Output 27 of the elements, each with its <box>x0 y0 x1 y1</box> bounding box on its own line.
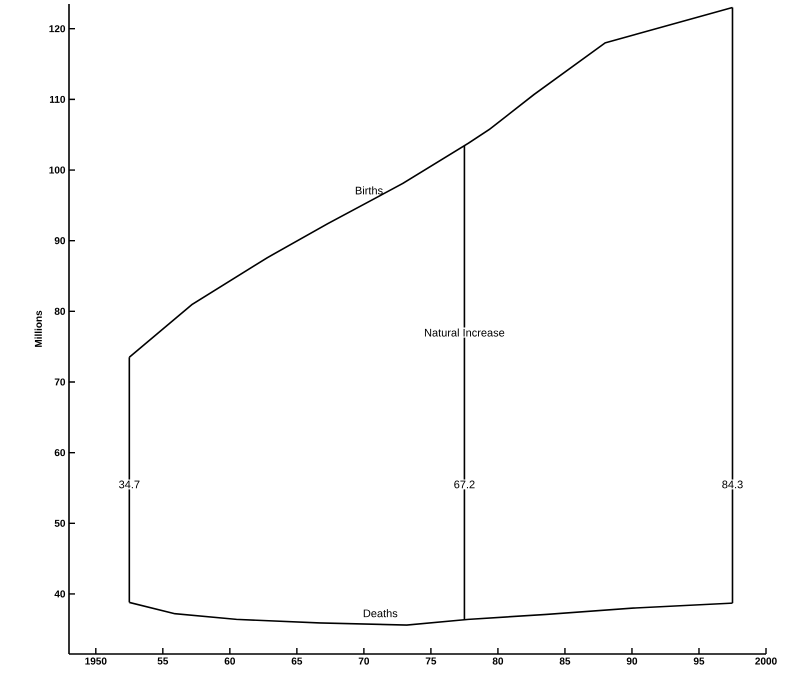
x-tick-label: 1950 <box>85 658 107 665</box>
y-tick-label: 90 <box>54 237 66 244</box>
y-axis-title: Millions <box>34 310 42 347</box>
y-tick-label: 50 <box>54 520 66 527</box>
annotation: 34.7 <box>119 480 140 488</box>
x-tick-label: 95 <box>694 658 704 665</box>
x-tick-label: 85 <box>560 658 570 665</box>
y-tick-label: 70 <box>54 378 66 386</box>
x-tick-label: 60 <box>224 658 236 665</box>
x-tick-label: 70 <box>358 658 370 665</box>
x-tick-label: 75 <box>426 658 436 665</box>
series-label: Deaths <box>364 609 398 618</box>
annotation: 84.3 <box>722 480 743 488</box>
series-label: Births <box>356 186 383 194</box>
y-tick-label: 120 <box>49 25 66 32</box>
x-tick-label: 80 <box>492 658 504 665</box>
x-tick-label: 55 <box>158 658 168 665</box>
y-tick-label: 80 <box>54 308 66 315</box>
x-tick-label: 90 <box>626 658 638 665</box>
x-tick-label: 65 <box>292 658 302 665</box>
y-tick-label: 60 <box>54 449 66 456</box>
y-tick-label: 110 <box>50 96 66 103</box>
x-tick-label: 2000 <box>755 658 777 665</box>
annotation: 67.2 <box>454 480 475 488</box>
y-tick-label: 100 <box>49 166 66 174</box>
y-tick-label: 40 <box>54 590 66 598</box>
annotation: Natural Increase <box>424 328 504 337</box>
